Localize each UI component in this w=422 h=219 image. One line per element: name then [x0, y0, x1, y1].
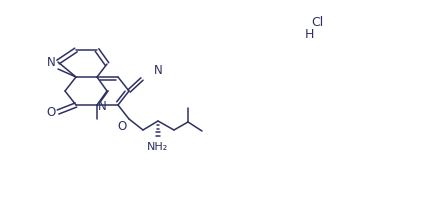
Text: N: N — [47, 55, 56, 69]
Text: H: H — [305, 28, 314, 41]
Text: N: N — [154, 64, 163, 76]
Text: N: N — [98, 99, 107, 113]
Text: NH₂: NH₂ — [147, 142, 169, 152]
Text: Cl: Cl — [311, 16, 323, 28]
Text: O: O — [118, 120, 127, 133]
Text: O: O — [47, 106, 56, 118]
